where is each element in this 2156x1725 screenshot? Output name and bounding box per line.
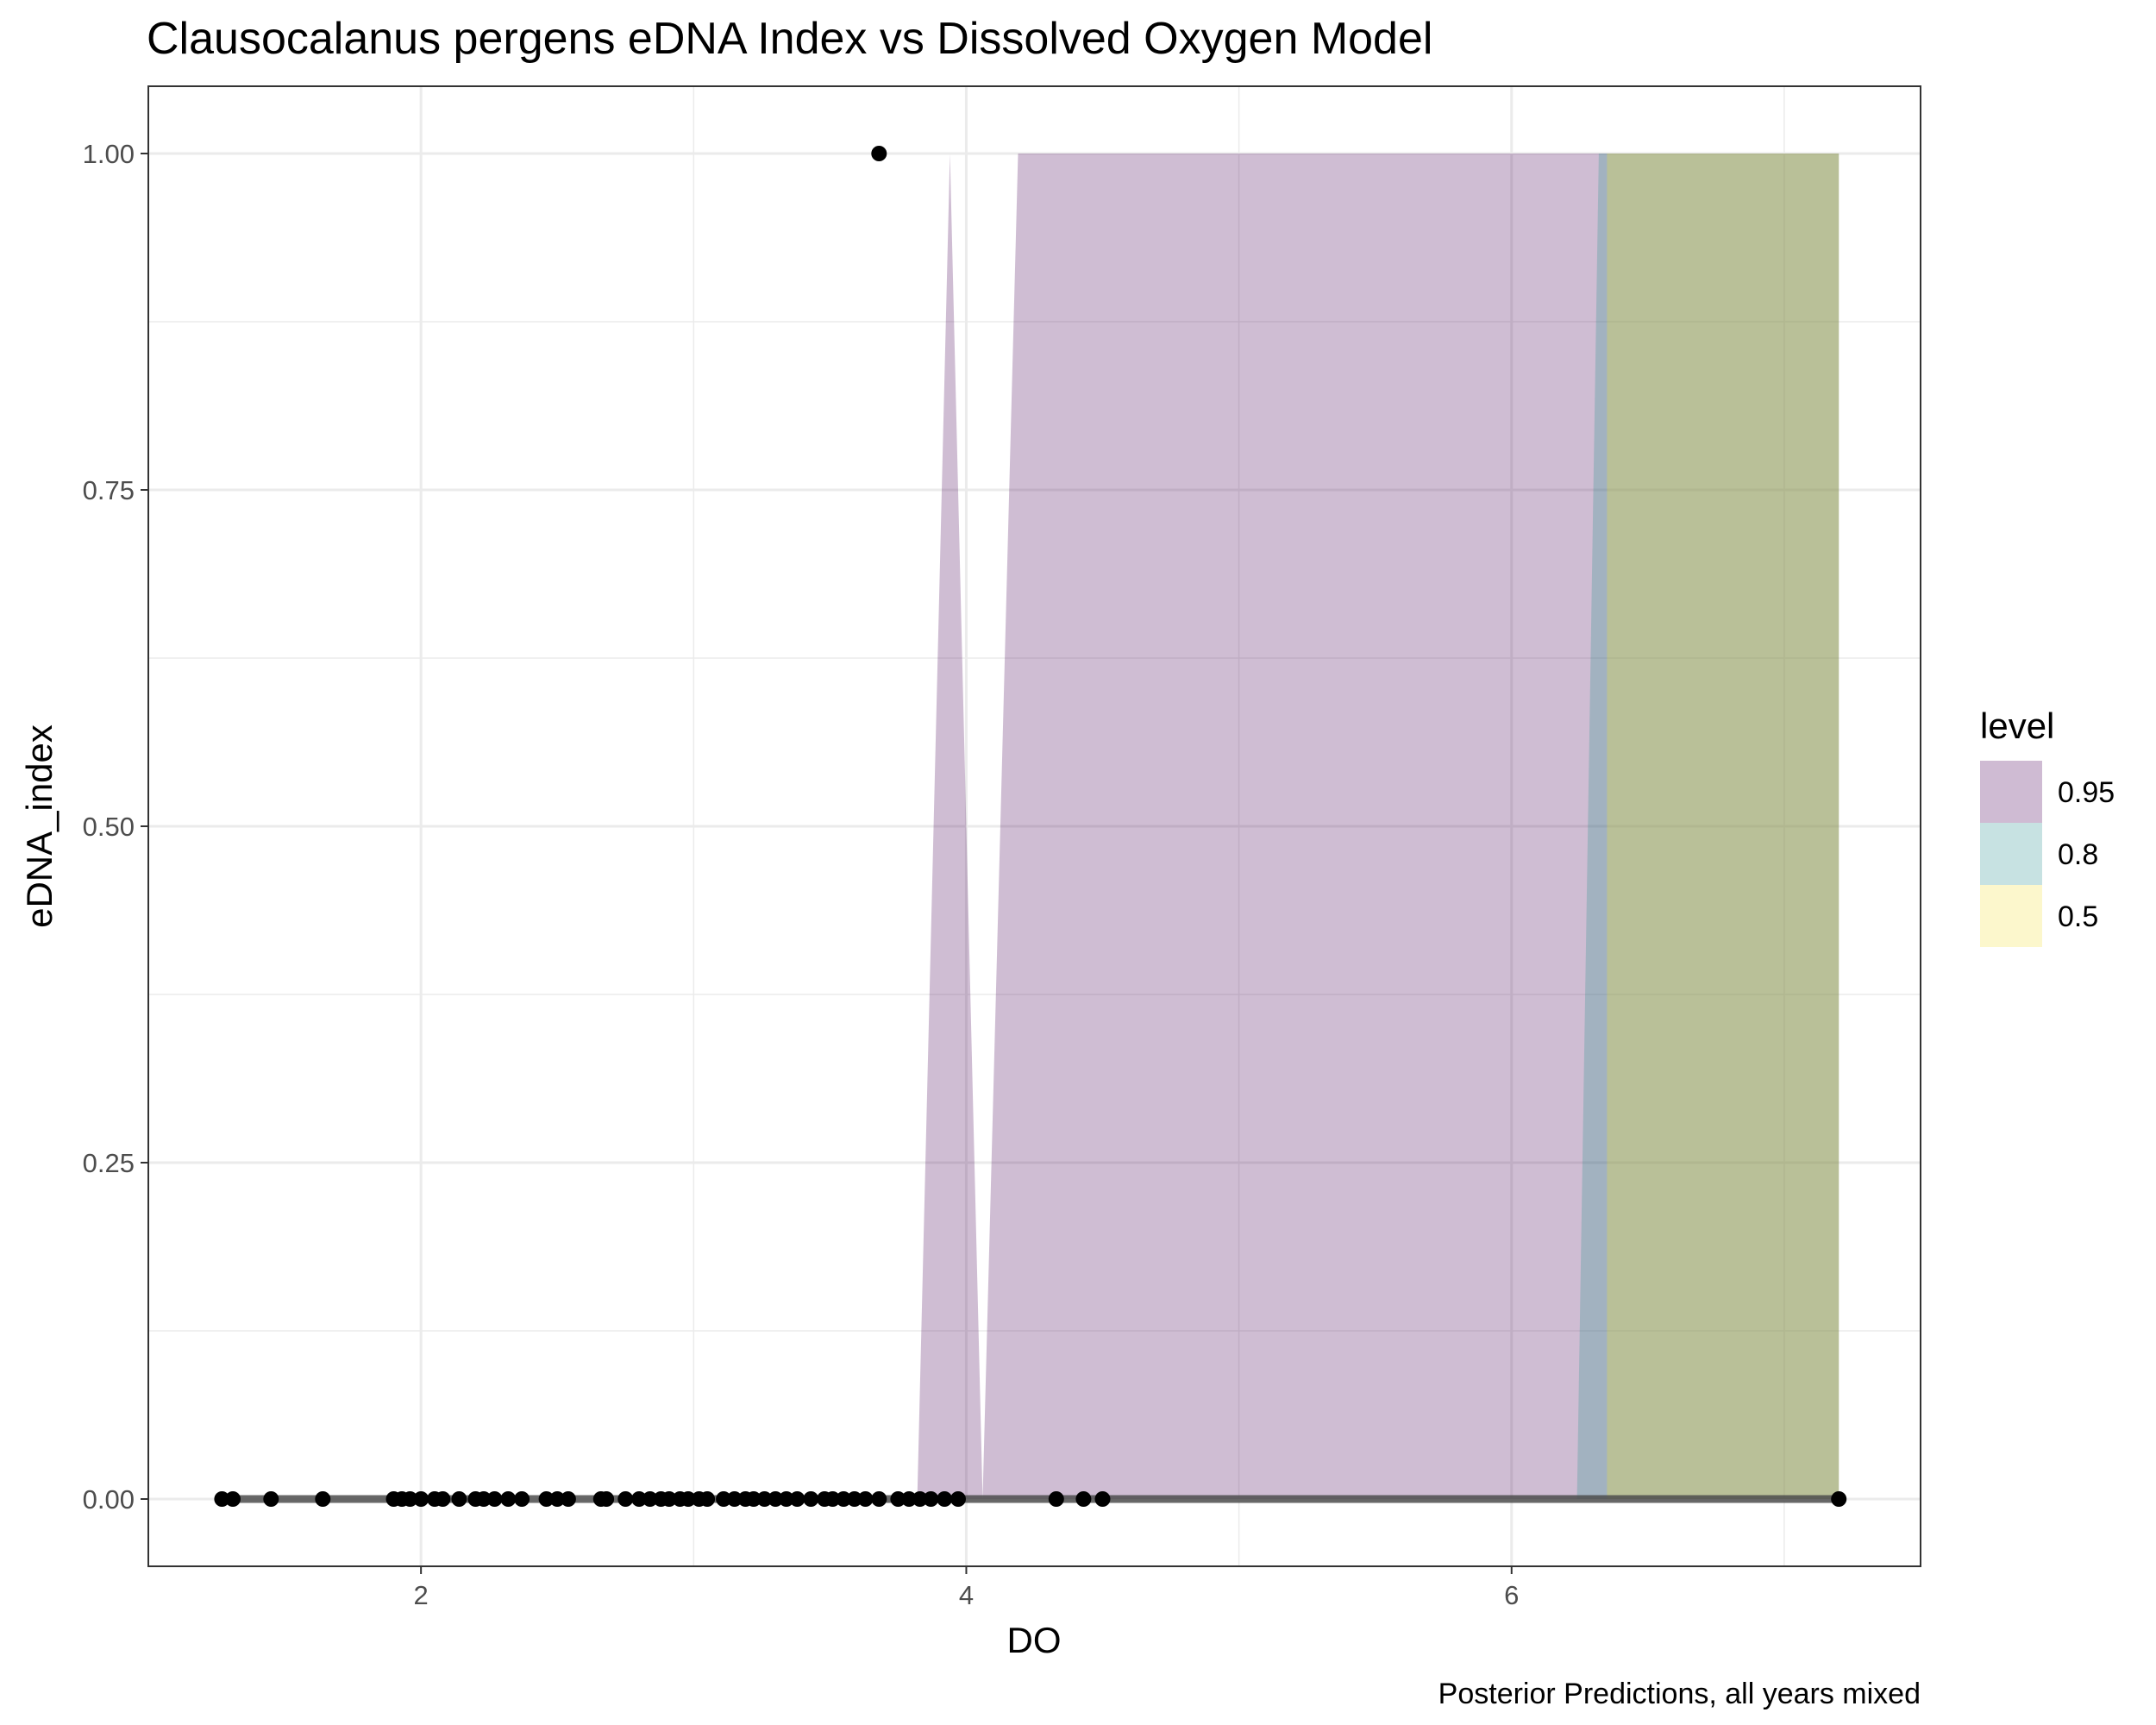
- data-point: [901, 1491, 918, 1507]
- y-tick-label: 0.50: [83, 812, 135, 842]
- data-point: [315, 1491, 331, 1507]
- data-point: [1075, 1491, 1092, 1507]
- data-point: [937, 1491, 953, 1507]
- legend-title: level: [1980, 706, 2054, 746]
- data-point: [451, 1491, 467, 1507]
- data-point: [756, 1491, 773, 1507]
- interval-band-0.95: [917, 154, 1839, 1499]
- y-axis-ticks: 0.00 0.25 0.50 0.75 1.00: [83, 139, 148, 1515]
- data-point: [836, 1491, 852, 1507]
- data-point: [857, 1491, 874, 1507]
- data-point: [716, 1491, 732, 1507]
- data-point: [726, 1491, 743, 1507]
- legend-key-0.5: [1980, 885, 2042, 947]
- data-point: [549, 1491, 566, 1507]
- x-axis-title: DO: [1007, 1620, 1062, 1660]
- data-points: [214, 146, 1847, 1507]
- x-axis-ticks: 2 4 6: [414, 1566, 1519, 1610]
- data-point: [435, 1491, 451, 1507]
- legend-key-0.8: [1980, 823, 2042, 885]
- data-point: [778, 1491, 794, 1507]
- y-tick-label: 0.75: [83, 475, 135, 505]
- y-tick-label: 1.00: [83, 139, 135, 169]
- x-tick-label: 2: [414, 1580, 429, 1610]
- data-point: [560, 1491, 576, 1507]
- data-point: [680, 1491, 696, 1507]
- data-point: [745, 1491, 761, 1507]
- chart-caption: Posterior Predictions, all years mixed: [1438, 1678, 1921, 1710]
- data-point: [912, 1491, 928, 1507]
- data-point: [1831, 1491, 1847, 1507]
- data-point: [599, 1491, 615, 1507]
- data-point: [631, 1491, 648, 1507]
- legend-label: 0.5: [2058, 900, 2098, 933]
- data-point: [923, 1491, 939, 1507]
- data-point: [789, 1491, 805, 1507]
- chart-title: Clausocalanus pergens eDNA Index vs Diss…: [147, 14, 1432, 64]
- data-point: [803, 1491, 819, 1507]
- y-axis-title: eDNA_index: [19, 724, 60, 928]
- data-point: [486, 1491, 503, 1507]
- legend-entries: 0.95 0.8 0.5: [1980, 761, 2115, 947]
- data-point: [514, 1491, 530, 1507]
- data-point: [1094, 1491, 1111, 1507]
- interval-bands: [917, 154, 1839, 1499]
- data-point: [263, 1491, 279, 1507]
- interval-band-0.5: [1607, 154, 1839, 1499]
- data-point: [846, 1491, 862, 1507]
- legend-label: 0.8: [2058, 838, 2098, 871]
- data-point: [768, 1491, 784, 1507]
- legend-key-0.95: [1980, 761, 2042, 823]
- data-point: [1048, 1491, 1064, 1507]
- data-point: [475, 1491, 492, 1507]
- x-tick-label: 6: [1504, 1580, 1519, 1610]
- data-point: [871, 1491, 887, 1507]
- data-point: [824, 1491, 841, 1507]
- y-tick-label: 0.00: [83, 1484, 135, 1515]
- data-point: [402, 1491, 418, 1507]
- interval-band-0.8: [1576, 154, 1839, 1499]
- data-point: [617, 1491, 634, 1507]
- y-tick-label: 0.25: [83, 1148, 135, 1178]
- data-point: [642, 1491, 658, 1507]
- x-tick-label: 4: [959, 1580, 974, 1610]
- data-point: [890, 1491, 906, 1507]
- data-point: [950, 1491, 966, 1507]
- data-point: [225, 1491, 241, 1507]
- data-point: [214, 1491, 230, 1507]
- legend: level 0.95 0.8 0.5: [1980, 706, 2115, 947]
- data-point: [661, 1491, 677, 1507]
- legend-label: 0.95: [2058, 776, 2115, 809]
- data-point: [699, 1491, 716, 1507]
- data-point: [413, 1491, 429, 1507]
- data-point: [500, 1491, 517, 1507]
- data-point: [538, 1491, 555, 1507]
- data-point: [871, 146, 887, 161]
